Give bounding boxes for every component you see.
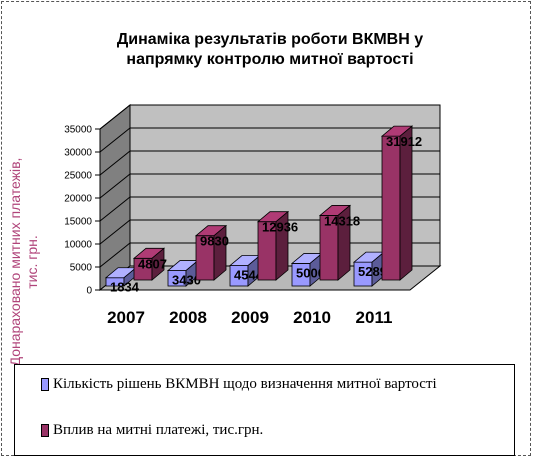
data-label-payments-2007: 4807 <box>138 256 167 271</box>
chart-title-line-1: Динаміка результатів роботи ВКМВН у <box>116 31 424 48</box>
data-label-decisions-2007: 1834 <box>110 280 140 295</box>
bar-side-payments-2010 <box>337 204 351 281</box>
chart-title: Динаміка результатів роботи ВКМВН у напр… <box>60 30 480 70</box>
data-label-decisions-2011: 5289 <box>358 264 387 279</box>
gridline <box>99 127 440 153</box>
gridline <box>99 104 440 130</box>
y-tick-label: 0 <box>86 286 92 297</box>
gridline <box>99 150 440 176</box>
legend-label-decisions: Кількість рішень ВКМВН щодо визначення м… <box>53 375 437 392</box>
x-tick-label-2009: 2009 <box>231 308 269 327</box>
x-tick-label-2008: 2008 <box>169 308 207 327</box>
data-label-decisions-2008: 3430 <box>172 273 201 288</box>
legend-swatch-payments <box>41 423 49 437</box>
data-label-decisions-2009: 4544 <box>234 268 264 283</box>
y-tick-label: 30000 <box>64 148 92 159</box>
y-tick-label: 25000 <box>64 171 92 182</box>
y-tick-label: 20000 <box>64 194 92 205</box>
bar-side-payments-2011 <box>399 125 413 281</box>
gridline <box>99 173 440 199</box>
legend: Кількість рішень ВКМВН щодо визначення м… <box>14 364 515 456</box>
legend-item-decisions: Кількість рішень ВКМВН щодо визначення м… <box>41 375 437 393</box>
y-tick-label: 35000 <box>64 125 92 136</box>
data-label-decisions-2010: 5000 <box>296 265 325 280</box>
bar-side-payments-2007 <box>151 247 165 281</box>
bar-side-payments-2008 <box>213 224 227 281</box>
data-label-payments-2008: 9830 <box>200 234 229 249</box>
x-tick-label-2007: 2007 <box>107 308 145 327</box>
legend-swatch-decisions <box>41 377 49 391</box>
x-tick-label-2010: 2010 <box>293 308 331 327</box>
data-label-payments-2010: 14318 <box>324 213 360 228</box>
y-tick-label: 10000 <box>64 240 92 251</box>
legend-item-payments: Вплив на митні платежі, тис.грн. <box>41 421 263 439</box>
gridline <box>99 196 440 222</box>
y-tick-label: 5000 <box>70 263 93 274</box>
side-wall <box>99 103 131 292</box>
legend-label-payments: Вплив на митні платежі, тис.грн. <box>53 421 264 438</box>
bar-side-payments-2009 <box>275 210 289 281</box>
data-label-payments-2011: 31912 <box>386 134 422 149</box>
bar-payments-2011 <box>381 135 401 281</box>
x-tick-label-2011: 2011 <box>356 308 393 327</box>
y-tick-label: 15000 <box>64 217 92 228</box>
data-label-payments-2009: 12936 <box>262 220 298 235</box>
chart-title-line-2: напрямку контролю митної вартості <box>126 51 414 68</box>
